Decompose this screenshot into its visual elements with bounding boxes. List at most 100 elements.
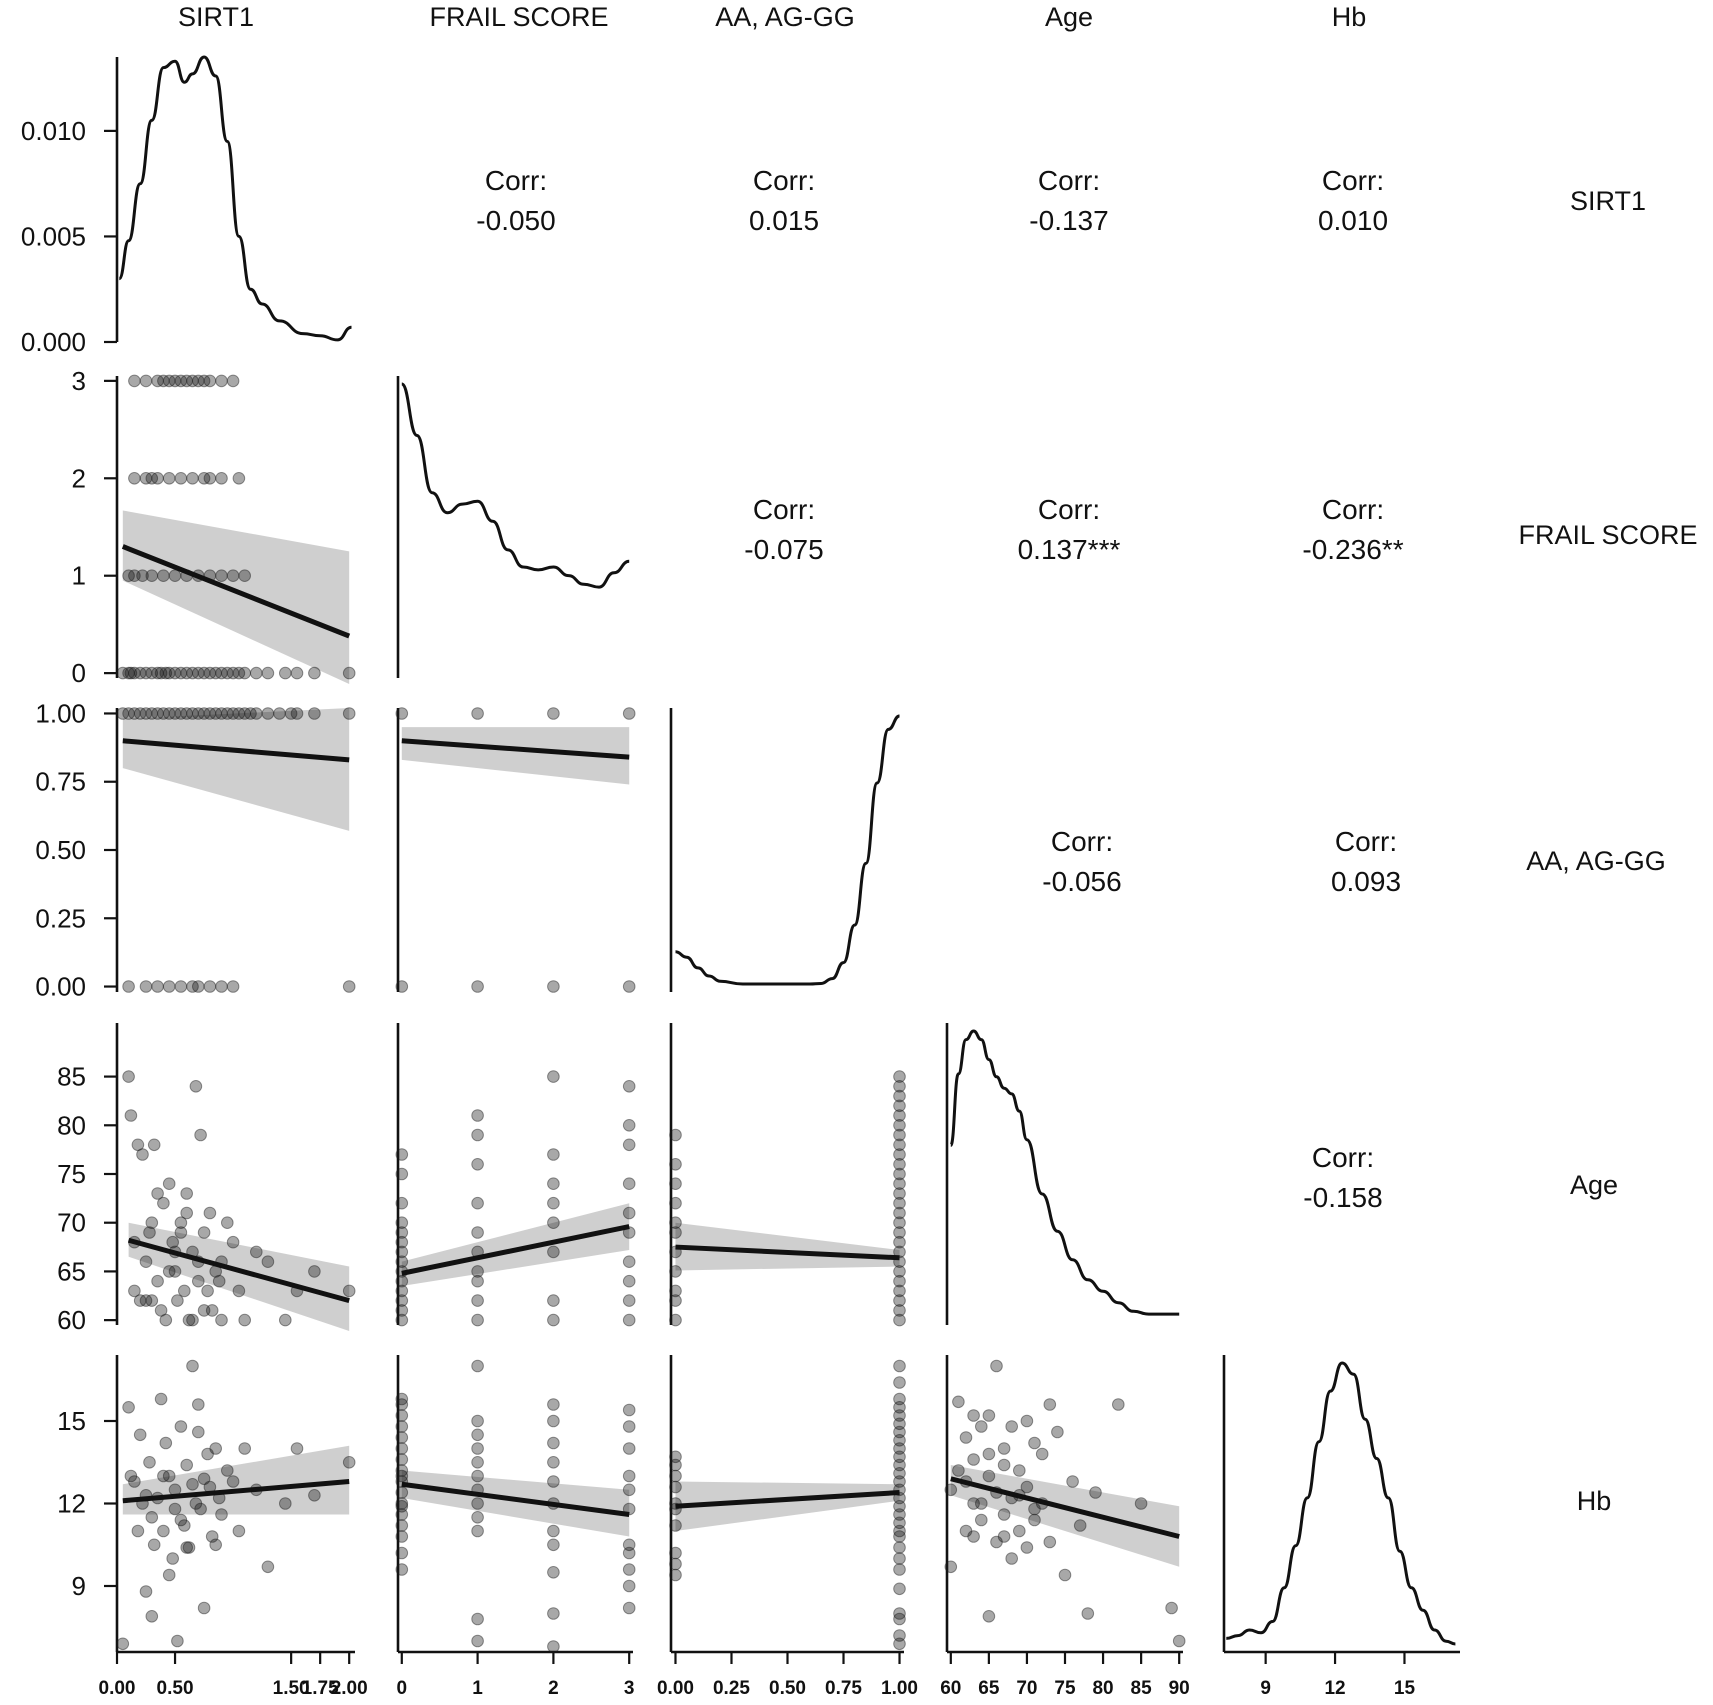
data-point <box>395 1284 409 1298</box>
data-point <box>893 1158 906 1171</box>
confidence-band <box>128 1222 350 1331</box>
data-point <box>180 1206 193 1220</box>
data-point <box>192 1274 205 1288</box>
data-point <box>342 1284 356 1298</box>
data-point <box>1073 1519 1087 1532</box>
data-point <box>893 1612 906 1626</box>
data-point <box>669 1450 682 1464</box>
data-point <box>133 666 147 680</box>
y-tick-label: 65 <box>57 1256 86 1286</box>
data-point <box>893 1284 906 1298</box>
data-point <box>669 1177 682 1190</box>
data-point <box>261 1560 275 1574</box>
data-point <box>1020 1480 1034 1494</box>
data-point <box>157 374 170 388</box>
data-point <box>215 374 228 388</box>
data-point <box>395 1530 409 1543</box>
data-point <box>622 1274 636 1288</box>
corr-label: Corr: <box>1038 165 1100 196</box>
data-point <box>395 1519 409 1532</box>
data-point <box>342 1456 356 1469</box>
data-point <box>128 1284 141 1298</box>
data-point <box>157 569 170 583</box>
data-point <box>893 1359 906 1373</box>
data-point <box>145 1294 159 1307</box>
data-point <box>471 1414 484 1428</box>
y-axis-hb: 9 12 15 <box>57 1355 119 1652</box>
column-label-hb: Hb <box>1332 2 1367 32</box>
data-point <box>622 707 636 720</box>
data-point <box>893 1099 906 1113</box>
x-axis-frail-score: 0 1 2 3 <box>397 1650 634 1699</box>
scatter-panel-sirt1-vs-age <box>122 1070 356 1331</box>
data-point <box>893 1425 906 1439</box>
data-point <box>893 1206 906 1220</box>
data-point <box>990 1359 1003 1373</box>
y-tick-label: 15 <box>57 1406 86 1436</box>
data-point <box>975 1420 988 1433</box>
y-tick-label: 1 <box>72 561 86 591</box>
data-point <box>154 1392 168 1406</box>
data-point <box>622 1294 636 1307</box>
data-point <box>893 1582 906 1596</box>
data-point <box>166 1235 179 1249</box>
regression-line <box>122 738 350 763</box>
data-point <box>395 1294 409 1307</box>
data-point <box>395 1196 409 1210</box>
data-point <box>547 1196 560 1210</box>
data-point <box>893 1524 906 1538</box>
data-point <box>395 707 409 720</box>
data-point <box>145 1216 159 1229</box>
data-point <box>395 1563 409 1576</box>
data-point <box>203 707 217 720</box>
data-point <box>238 666 251 680</box>
x-tick-label: 85 <box>1131 1678 1153 1699</box>
data-point <box>215 707 228 720</box>
data-point <box>147 1538 161 1552</box>
data-point <box>174 666 188 680</box>
data-point <box>128 569 141 583</box>
x-tick-label: 2.00 <box>331 1678 368 1699</box>
data-point <box>162 1177 176 1190</box>
x-tick-label: 1.75 <box>302 1678 339 1699</box>
data-point <box>893 1409 906 1422</box>
data-point <box>189 1080 203 1093</box>
scatter-panel-age-vs-hb <box>944 1359 1186 1648</box>
data-point <box>1043 1535 1057 1549</box>
data-point <box>180 1458 193 1472</box>
data-point <box>669 1265 682 1278</box>
data-point <box>342 666 356 680</box>
corr-label: Corr: <box>753 165 815 196</box>
data-point <box>197 1226 211 1239</box>
data-point <box>215 1313 228 1327</box>
data-point <box>395 1546 409 1560</box>
data-point <box>967 1497 980 1510</box>
data-point <box>279 666 292 680</box>
data-point <box>893 1177 906 1190</box>
data-point <box>959 1524 973 1538</box>
data-point <box>205 1530 219 1543</box>
data-point <box>197 1472 211 1486</box>
corr-value: 0.015 <box>749 205 819 236</box>
y-tick-label: 0.50 <box>35 835 86 865</box>
data-point <box>186 374 199 388</box>
data-point <box>471 707 484 720</box>
row-label-frail-score: FRAIL SCORE <box>1518 520 1697 550</box>
data-point <box>622 1469 636 1483</box>
y-tick-label: 80 <box>57 1110 86 1140</box>
data-point <box>159 666 173 680</box>
column-label-frail-score: FRAIL SCORE <box>429 2 608 32</box>
data-point <box>162 1568 176 1582</box>
data-point <box>174 707 188 720</box>
density-curve-frail-score <box>400 382 630 589</box>
data-point <box>124 1109 138 1122</box>
corr-label: Corr: <box>1335 826 1397 857</box>
x-tick-label: 0.50 <box>769 1678 806 1699</box>
data-point <box>139 1255 153 1268</box>
data-point <box>982 1610 996 1623</box>
data-point <box>547 1456 560 1469</box>
data-point <box>203 472 217 485</box>
x-tick-label: 1 <box>472 1678 483 1699</box>
y-axis-sirt1: 0.000 0.005 0.010 <box>21 57 119 357</box>
data-point <box>395 1245 409 1259</box>
